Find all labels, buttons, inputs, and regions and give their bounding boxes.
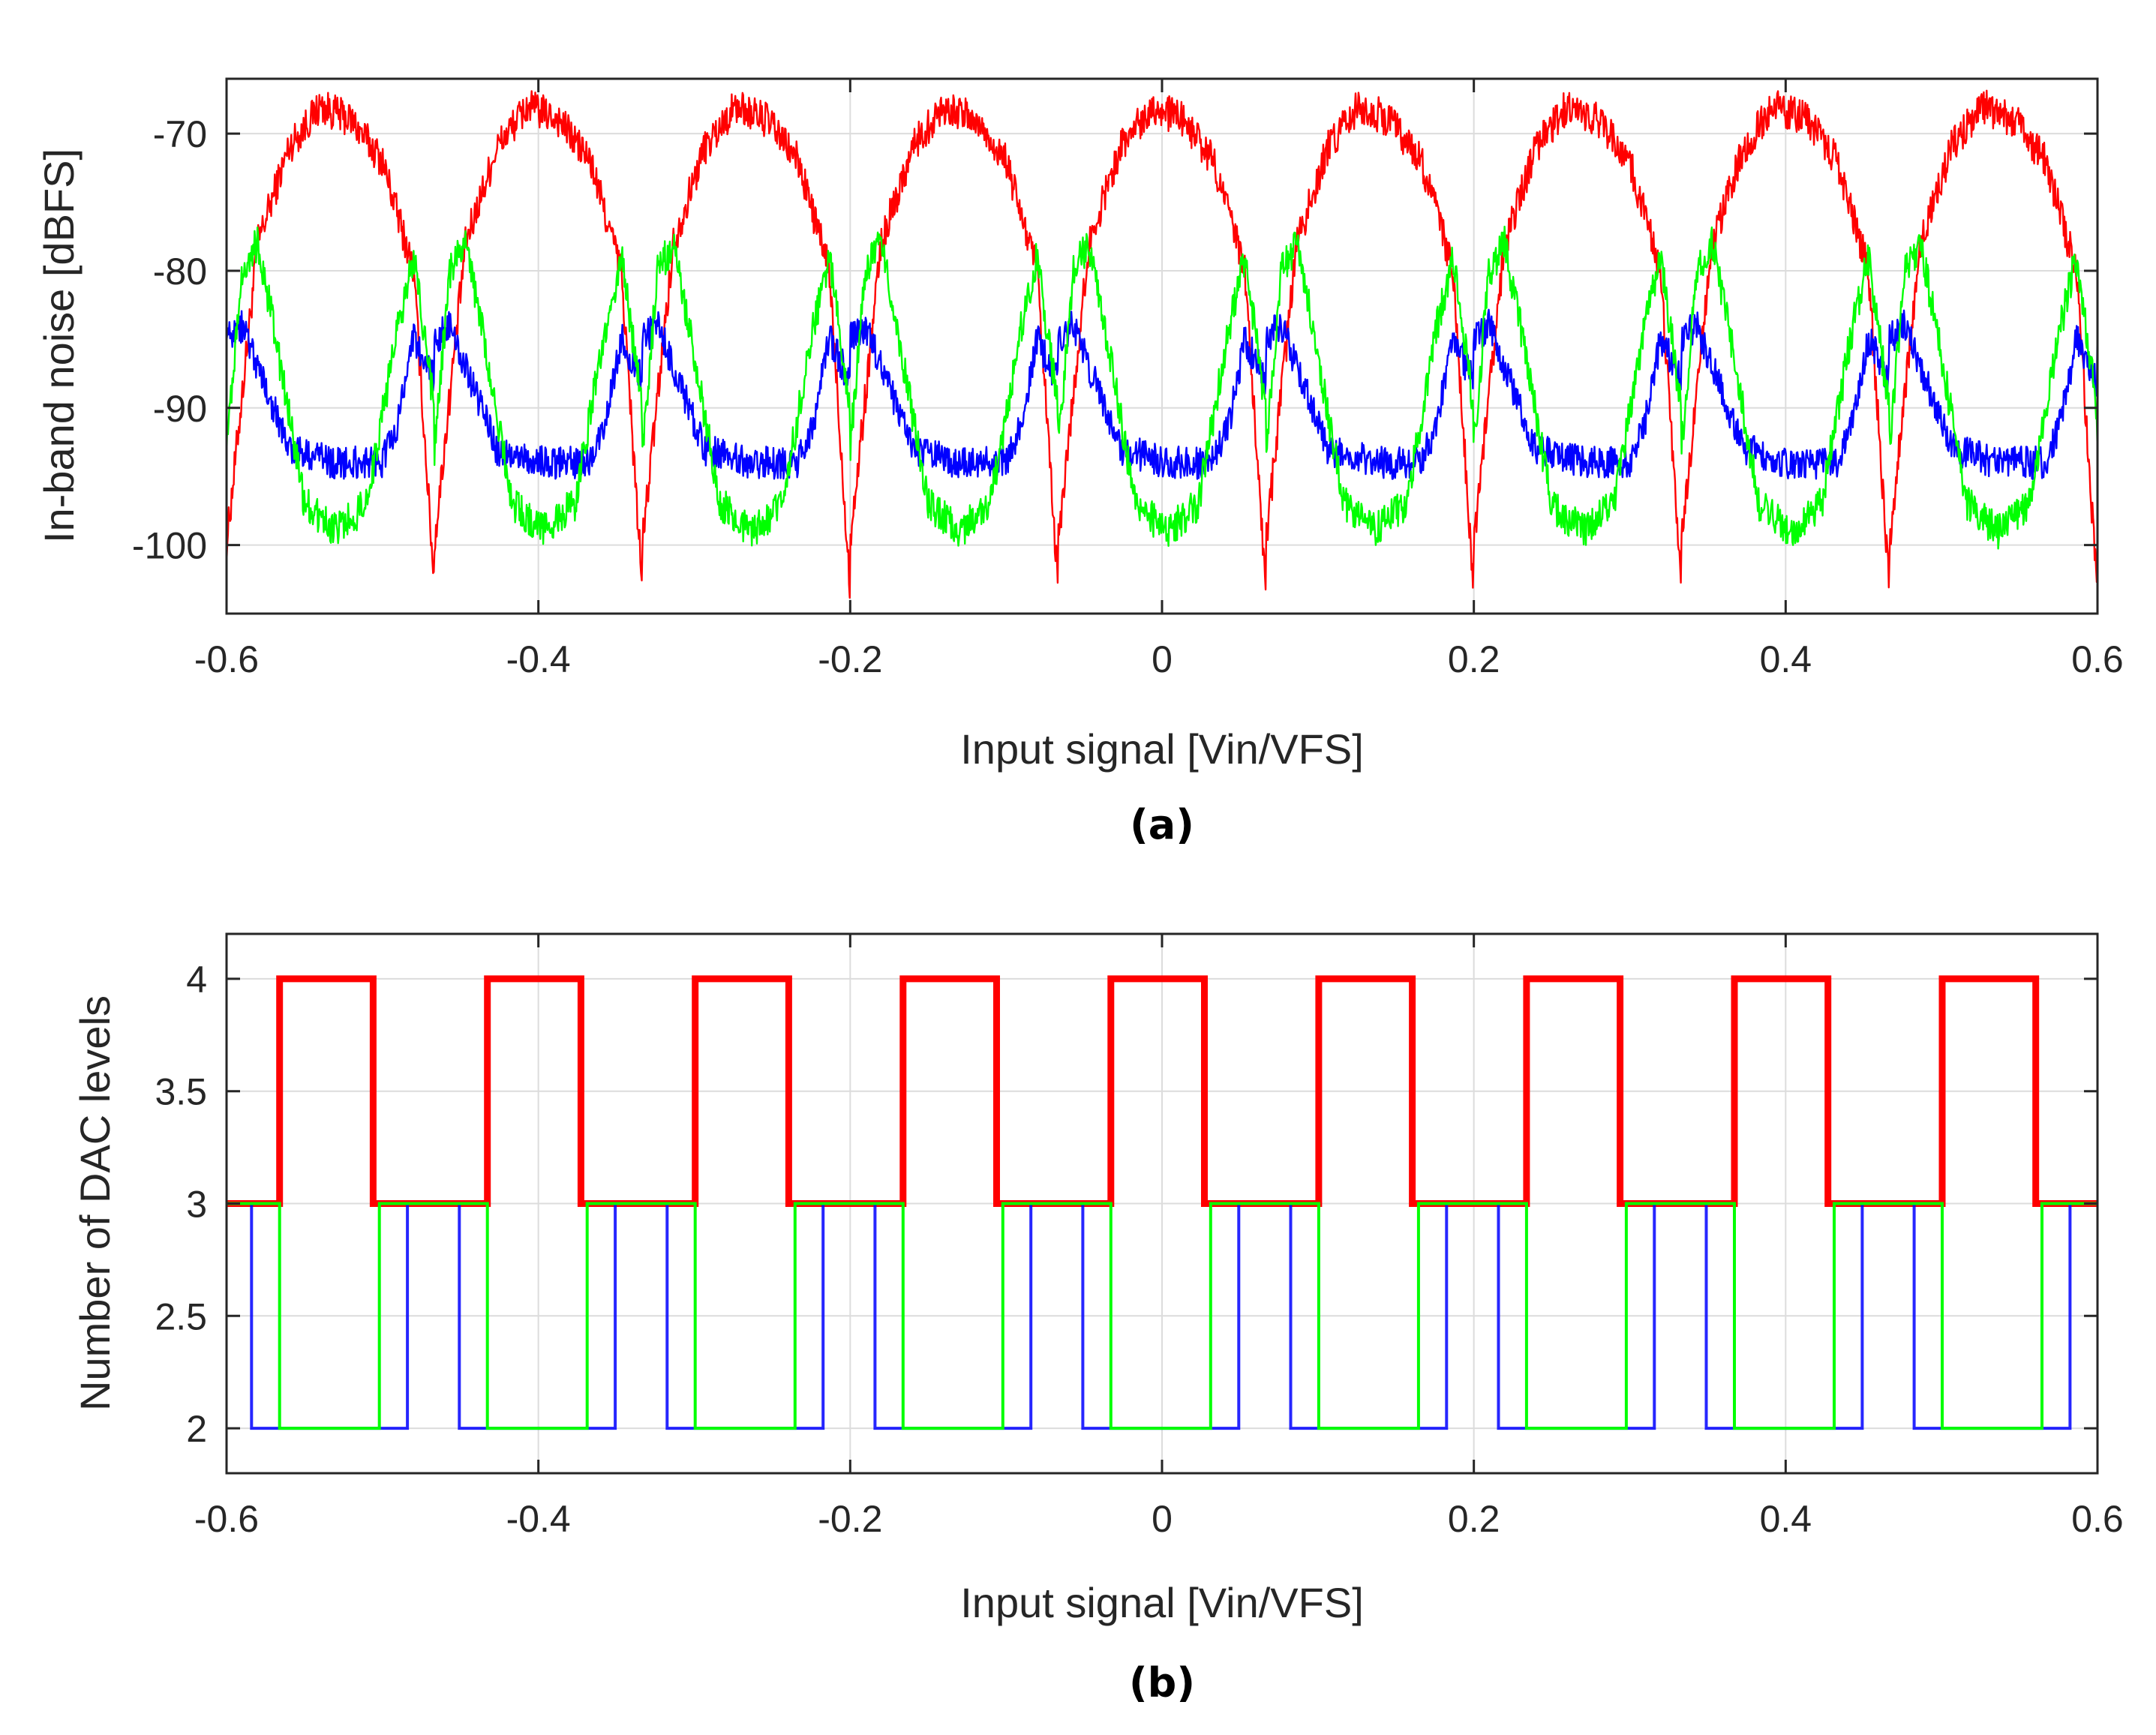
y-tick-label: 4: [186, 959, 207, 1001]
x-tick-label: 0.6: [2071, 1498, 2124, 1540]
series-line: [225, 225, 2099, 550]
x-tick-label: 0.4: [1760, 1498, 1812, 1540]
panel-a-ylabel: In-band noise [dBFS]: [35, 149, 83, 543]
x-tick-label: 0: [1152, 1498, 1173, 1540]
x-tick-label: 0.6: [2071, 638, 2124, 680]
x-tick-label: -0.6: [194, 1498, 259, 1540]
y-tick-label: -80: [153, 251, 207, 293]
series-step-line: [227, 1202, 2097, 1430]
panel-a-series-group: [225, 89, 2099, 599]
y-tick-label: 2: [186, 1408, 207, 1450]
y-tick-label: 3.5: [155, 1071, 207, 1113]
x-tick-label: -0.2: [818, 638, 882, 680]
x-tick-label: 0: [1152, 638, 1173, 680]
series-line: [225, 89, 2099, 599]
x-tick-label: -0.6: [194, 638, 259, 680]
x-tick-label: -0.2: [818, 1498, 882, 1540]
y-tick-label: -90: [153, 388, 207, 430]
x-tick-label: 0.2: [1448, 1498, 1500, 1540]
panel-a-xlabel: Input signal [Vin/VFS]: [960, 725, 1364, 773]
y-tick-label: -100: [132, 525, 207, 567]
y-tick-label: 2.5: [155, 1295, 207, 1337]
panel-b-xlabel: Input signal [Vin/VFS]: [960, 1579, 1364, 1626]
panel-a-label: (a): [1130, 801, 1194, 848]
series-line: [225, 308, 2099, 480]
panel-a-ticks: -0.6 -0.4 -0.2 0 0.2 0.4 0.6 -100 -90 -80 -70: [132, 79, 2124, 680]
panel-b-label: (b): [1129, 1659, 1195, 1706]
panel-b-ticks: -0.6 -0.4 -0.2 0 0.2 0.4 0.6 2 2.5 3 3.5 4: [155, 934, 2124, 1540]
panel-b-series-group: [227, 975, 2097, 1430]
y-tick-label: -70: [153, 113, 207, 155]
x-tick-label: -0.4: [506, 1498, 571, 1540]
panel-b-ylabel: Number of DAC levels: [71, 995, 119, 1411]
panel-b-chart: -0.6 -0.4 -0.2 0 0.2 0.4 0.6 2 2.5 3 3.5 4 Input si…: [71, 932, 2124, 1706]
y-tick-label: 3: [186, 1184, 207, 1226]
series-step-line: [227, 975, 2097, 1207]
x-tick-label: 0.2: [1448, 638, 1500, 680]
x-tick-label: -0.4: [506, 638, 571, 680]
x-tick-label: 0.4: [1760, 638, 1812, 680]
panel-a-chart: -0.6 -0.4 -0.2 0 0.2 0.4 0.6 -100 -90 -80 -70 Inpu…: [35, 77, 2124, 848]
